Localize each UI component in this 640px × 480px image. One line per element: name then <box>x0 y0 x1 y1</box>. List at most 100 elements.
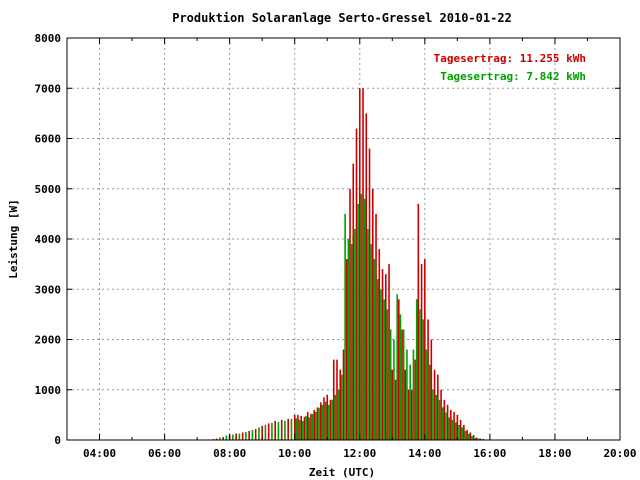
bar-green <box>402 329 405 440</box>
bar-red <box>472 434 475 440</box>
bar-red <box>349 188 351 440</box>
bar-green <box>318 407 320 440</box>
bar-red <box>411 389 413 440</box>
bar-green <box>448 417 451 440</box>
bar-red <box>453 411 455 440</box>
y-tick-label: 3000 <box>35 283 62 296</box>
bar-red <box>339 369 342 440</box>
bar-red <box>469 432 472 440</box>
bar-green <box>308 417 311 440</box>
bar-green <box>225 435 228 440</box>
bar-green <box>284 420 286 440</box>
bar-red <box>222 436 224 440</box>
bar-green <box>258 427 260 440</box>
bar-red <box>456 414 459 440</box>
bar-green <box>238 433 241 440</box>
bar-green <box>305 415 307 440</box>
bar-red <box>274 420 276 440</box>
bar-red <box>384 274 387 440</box>
bar-green <box>386 309 389 440</box>
bar-green <box>438 399 441 440</box>
bar-red <box>424 259 426 440</box>
bar-red <box>329 399 332 440</box>
bar-red <box>248 430 250 440</box>
bar-green <box>360 193 363 440</box>
bar-red <box>450 409 452 440</box>
bar-green <box>347 239 350 440</box>
y-tick-label: 5000 <box>35 183 62 196</box>
y-tick-label: 0 <box>54 434 61 447</box>
bar-red <box>388 264 390 440</box>
bar-red <box>336 359 338 440</box>
bar-green <box>219 437 221 440</box>
bar-green <box>298 419 301 440</box>
y-axis-label: Leistung [W] <box>7 199 20 278</box>
y-tick-label: 4000 <box>35 233 62 246</box>
axis-ticks: 0 1000 2000 3000 4000 5000 6000 7000 8000 04:00 06… <box>35 32 637 460</box>
bar-red <box>440 389 442 440</box>
bar-red <box>280 419 283 440</box>
bar-green <box>264 424 267 440</box>
bar-red <box>407 389 410 440</box>
bar-green <box>441 407 444 440</box>
chart-title: Produktion Solaranlage Serto-Gressel 201… <box>172 11 512 25</box>
bar-red <box>287 418 289 440</box>
bar-red <box>417 203 420 440</box>
x-tick-label: 14:00 <box>408 447 441 460</box>
bar-green <box>344 213 346 440</box>
bar-green <box>389 329 392 440</box>
bar-green <box>324 401 327 440</box>
bar-red <box>310 413 312 440</box>
bar-green <box>393 339 395 440</box>
bar-green <box>425 349 428 440</box>
bar-red <box>375 213 377 440</box>
bar-green <box>422 319 424 440</box>
bar-green <box>471 435 473 440</box>
bar-green <box>412 349 415 440</box>
bar-green <box>409 364 411 440</box>
bar-green <box>380 289 382 440</box>
bar-green <box>311 413 314 440</box>
bar-green <box>295 418 298 440</box>
bar-green <box>399 314 402 440</box>
bar-red <box>293 414 296 440</box>
bar-red <box>368 148 371 441</box>
bar-green <box>337 389 340 440</box>
bar-red <box>297 414 299 440</box>
bar-green <box>290 418 293 440</box>
bar-green <box>245 431 247 440</box>
bar-red <box>306 411 309 440</box>
bar-red <box>267 423 270 440</box>
bar-green <box>232 434 234 440</box>
bar-green <box>428 364 431 440</box>
x-tick-label: 12:00 <box>343 447 376 460</box>
bar-red <box>241 432 244 440</box>
x-tick-label: 10:00 <box>278 447 311 460</box>
bar-red <box>345 259 348 440</box>
bar-red <box>466 429 468 440</box>
bar-red <box>394 379 397 440</box>
x-tick-label: 18:00 <box>538 447 571 460</box>
bar-green <box>331 399 333 440</box>
legend-entry-red: Tagesertrag: 11.255 kWh <box>434 52 586 65</box>
bar-green <box>334 394 337 440</box>
bar-green <box>435 394 438 440</box>
bar-red <box>313 409 316 440</box>
bar-red <box>381 269 384 440</box>
y-tick-label: 8000 <box>35 32 62 45</box>
bar-red <box>427 319 429 440</box>
bar-red <box>326 394 329 440</box>
x-tick-label: 04:00 <box>83 447 116 460</box>
y-tick-label: 6000 <box>35 133 62 146</box>
bar-red <box>303 416 306 440</box>
y-tick-label: 7000 <box>35 82 62 95</box>
bar-green <box>415 299 418 440</box>
bar-red <box>398 299 400 440</box>
bar-green <box>212 438 215 440</box>
bar-green <box>458 424 460 440</box>
bar-red <box>378 249 381 440</box>
bar-red <box>215 438 218 440</box>
bar-green <box>350 244 353 440</box>
bar-red <box>463 424 465 440</box>
